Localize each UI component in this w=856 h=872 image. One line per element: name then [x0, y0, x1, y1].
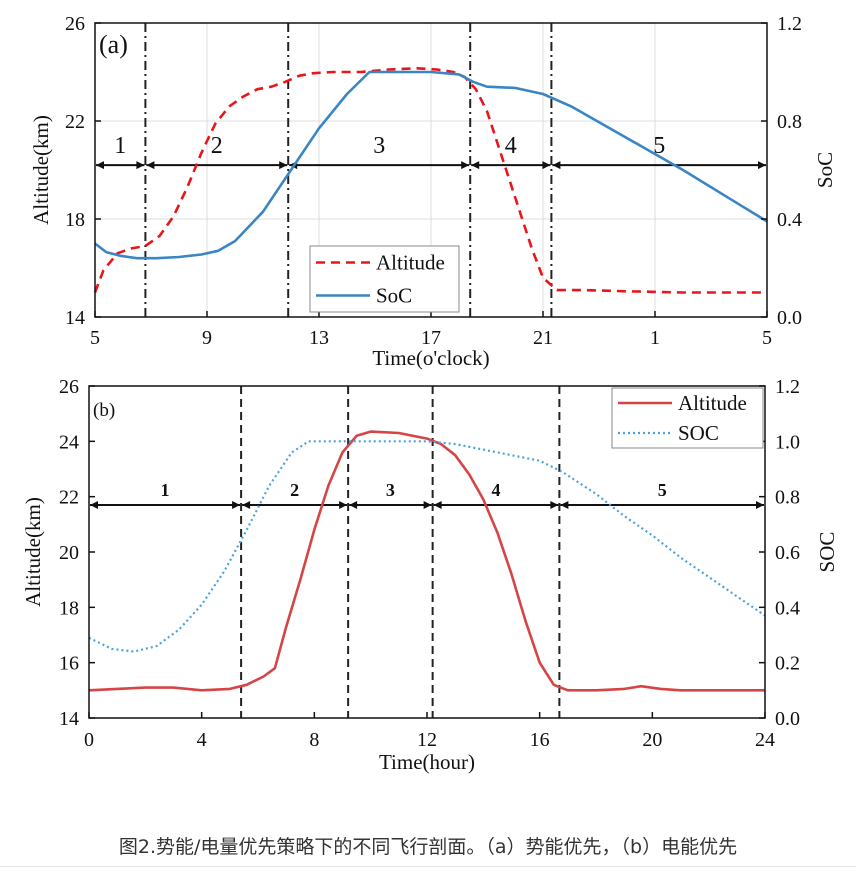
- y-tick-label-right: 0.8: [777, 111, 802, 133]
- y-tick-label-left: 16: [59, 653, 79, 675]
- y-tick-label-right: 0.0: [777, 307, 802, 329]
- phase-label: 5: [653, 133, 665, 159]
- series-line-soc: [88, 440, 766, 653]
- figure-caption: 图2.势能/电量优先策略下的不同飞行剖面。（a）势能优先，（b）电能优先: [118, 836, 738, 858]
- y-tick-label-right: 1.2: [777, 13, 802, 35]
- x-tick-label: 24: [755, 729, 775, 751]
- phase-label: 2: [211, 133, 223, 159]
- x-tick-label: 5: [90, 327, 100, 349]
- y-tick-label-left: 22: [59, 487, 79, 509]
- y-tick-label-left: 20: [59, 542, 79, 564]
- y-tick-label-right: 0.0: [775, 708, 800, 730]
- legend-label-soc: SoC: [376, 284, 412, 308]
- y-tick-label-right: 0.2: [775, 653, 800, 675]
- y-tick-label-left: 18: [59, 597, 79, 619]
- y-tick-label-left: 18: [65, 209, 85, 231]
- series-line-soc: [94, 70, 768, 260]
- phase-label: 4: [492, 480, 501, 500]
- x-tick-label: 17: [421, 327, 441, 349]
- y-tick-label-right: 0.4: [777, 209, 802, 231]
- series-line-altitude: [88, 430, 765, 692]
- y-axis-label-left: Altitude(km): [21, 497, 45, 607]
- panel-b: 1 2 3 4 50 4 8 12 16 20 24141618202224260.00.20.40…: [21, 376, 839, 774]
- panel-label: (b): [93, 400, 115, 421]
- legend-label-soc: SOC: [678, 421, 719, 445]
- phase-label: 1: [161, 480, 170, 500]
- y-tick-label-right: 0.4: [775, 597, 800, 619]
- legend-label-altitude: Altitude: [678, 391, 747, 415]
- legend-label-altitude: Altitude: [376, 251, 445, 275]
- legend-box: [611, 387, 764, 449]
- y-tick-label-right: 0.6: [775, 542, 800, 564]
- y-tick-label-left: 22: [65, 111, 85, 133]
- y-tick-label-right: 1.0: [775, 431, 800, 453]
- x-tick-label: 16: [530, 729, 550, 751]
- panel-a: 1 2 3 4 55 9 13 17 21 1 5141822260.00.40.81.2Time(…: [29, 13, 837, 370]
- y-tick-label-left: 26: [59, 376, 79, 398]
- phase-label: 5: [658, 480, 667, 500]
- x-tick-label: 9: [202, 327, 212, 349]
- x-tick-label: 5: [762, 327, 772, 349]
- phase-label: 2: [290, 480, 299, 500]
- x-tick-label: 21: [533, 327, 553, 349]
- phase-label: 1: [114, 133, 126, 159]
- x-tick-label: 12: [417, 729, 437, 751]
- y-axis-label-left: Altitude(km): [29, 115, 53, 225]
- x-tick-label: 1: [650, 327, 660, 349]
- y-tick-label-left: 14: [59, 708, 79, 730]
- y-tick-label-left: 24: [59, 431, 79, 453]
- x-tick-label: 13: [309, 327, 329, 349]
- phase-label: 3: [373, 133, 385, 159]
- x-axis-label: Time(o'clock): [372, 346, 489, 370]
- phase-label: 3: [386, 480, 395, 500]
- divider: [0, 866, 856, 867]
- y-tick-label-left: 14: [65, 307, 85, 329]
- y-tick-label-left: 26: [65, 13, 85, 35]
- phase-label: 4: [505, 133, 517, 159]
- x-axis-label: Time(hour): [379, 750, 475, 774]
- series-line-altitude: [93, 67, 767, 294]
- y-axis-label-right: SOC: [815, 532, 839, 573]
- x-tick-label: 20: [642, 729, 662, 751]
- x-tick-label: 0: [84, 729, 94, 751]
- legend-box: [309, 245, 460, 313]
- y-tick-label-right: 1.2: [775, 376, 800, 398]
- y-axis-label-right: SoC: [813, 152, 837, 188]
- panel-label: (a): [99, 30, 128, 59]
- x-tick-label: 4: [197, 729, 207, 751]
- y-tick-label-right: 0.8: [775, 487, 800, 509]
- x-tick-label: 8: [309, 729, 319, 751]
